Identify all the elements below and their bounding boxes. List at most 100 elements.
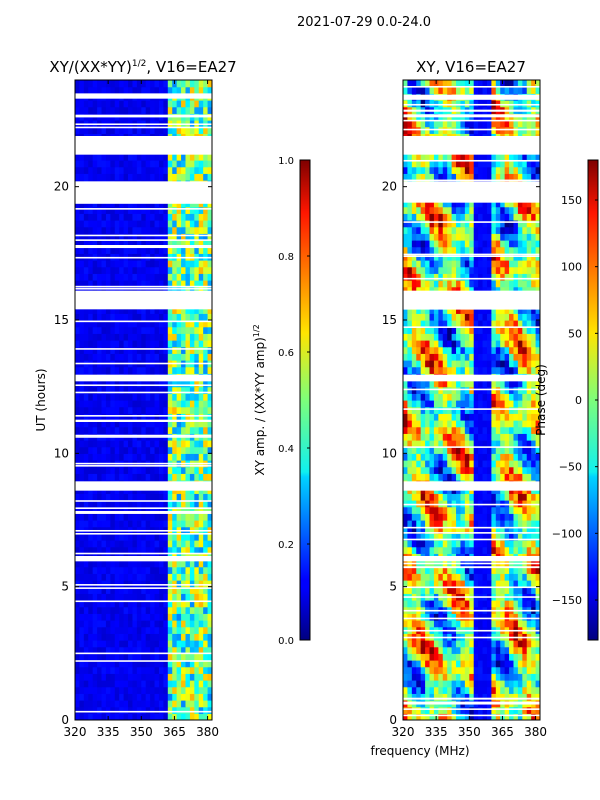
- heatmap-cell: [203, 420, 209, 428]
- heatmap-cell: [92, 273, 98, 281]
- heatmap-cell: [464, 666, 470, 674]
- heatmap-cell: [181, 560, 187, 568]
- heatmap-cell: [163, 280, 169, 288]
- heatmap-cell: [185, 633, 191, 641]
- heatmap-cell: [136, 386, 142, 394]
- heatmap-cell: [429, 680, 435, 688]
- heatmap-cell: [491, 406, 497, 414]
- heatmap-cell: [119, 80, 125, 88]
- heatmap-cell: [136, 153, 142, 161]
- heatmap-cell: [79, 573, 85, 581]
- heatmap-cell: [531, 526, 537, 534]
- heatmap-cell: [110, 713, 116, 720]
- heatmap-cell: [181, 266, 187, 274]
- heatmap-cell: [97, 280, 103, 288]
- heatmap-cell: [526, 473, 532, 481]
- heatmap-cell: [97, 206, 103, 214]
- heatmap-cell: [198, 233, 204, 241]
- heatmap-cell: [119, 86, 125, 94]
- heatmap-cell: [145, 546, 151, 554]
- heatmap-cell: [460, 566, 466, 574]
- heatmap-cell: [141, 346, 147, 354]
- heatmap-cell: [132, 446, 138, 454]
- heatmap-cell: [464, 460, 470, 468]
- heatmap-cell: [425, 526, 431, 534]
- heatmap-cell: [429, 506, 435, 514]
- heatmap-cell: [194, 306, 200, 314]
- heatmap-cell: [517, 513, 523, 521]
- heatmap-cell: [469, 400, 475, 408]
- heatmap-cell: [513, 420, 519, 428]
- heatmap-cell: [92, 220, 98, 228]
- heatmap-cell: [403, 580, 409, 588]
- heatmap-cell: [504, 460, 510, 468]
- heatmap-cell: [181, 340, 187, 348]
- heatmap-cell: [79, 426, 85, 434]
- heatmap-cell: [504, 646, 510, 654]
- heatmap-cell: [447, 520, 453, 528]
- heatmap-cell: [509, 440, 515, 448]
- heatmap-cell: [403, 360, 409, 368]
- heatmap-cell: [119, 406, 125, 414]
- heatmap-cell: [150, 286, 156, 294]
- heatmap-cell: [123, 600, 129, 608]
- heatmap-cell: [482, 660, 488, 668]
- heatmap-cell: [154, 586, 160, 594]
- heatmap-cell: [495, 520, 501, 528]
- heatmap-cell: [97, 713, 103, 720]
- heatmap-cell: [447, 446, 453, 454]
- heatmap-cell: [535, 406, 540, 414]
- heatmap-cell: [105, 273, 111, 281]
- heatmap-cell: [181, 513, 187, 521]
- heatmap-cell: [189, 533, 195, 541]
- heatmap-cell: [403, 706, 409, 714]
- heatmap-cell: [491, 313, 497, 321]
- heatmap-cell: [83, 600, 89, 608]
- heatmap-cell: [203, 506, 209, 514]
- heatmap-cell: [167, 166, 173, 174]
- heatmap-cell: [522, 680, 528, 688]
- heatmap-cell: [517, 460, 523, 468]
- heatmap-cell: [451, 346, 457, 354]
- heatmap-cell: [469, 386, 475, 394]
- heatmap-cell: [469, 566, 475, 574]
- heatmap-cell: [176, 313, 182, 321]
- heatmap-cell: [92, 160, 98, 168]
- heatmap-cell: [504, 640, 510, 648]
- heatmap-cell: [101, 580, 107, 588]
- heatmap-cell: [531, 333, 537, 341]
- heatmap-cell: [433, 673, 439, 681]
- heatmap-cell: [416, 393, 422, 401]
- heatmap-cell: [181, 626, 187, 634]
- heatmap-cell: [495, 340, 501, 348]
- heatmap-cell: [407, 453, 413, 461]
- heatmap-cell: [128, 586, 134, 594]
- heatmap-cell: [189, 573, 195, 581]
- heatmap-cell: [172, 420, 178, 428]
- heatmap-cell: [119, 646, 125, 654]
- heatmap-cell: [92, 700, 98, 708]
- heatmap-cell: [158, 340, 164, 348]
- heatmap-cell: [504, 566, 510, 574]
- heatmap-cell: [163, 446, 169, 454]
- heatmap-cell: [429, 460, 435, 468]
- heatmap-cell: [181, 666, 187, 674]
- heatmap-cell: [203, 273, 209, 281]
- heatmap-cell: [531, 426, 537, 434]
- heatmap-cell: [522, 686, 528, 694]
- heatmap-cell: [189, 106, 195, 114]
- heatmap-cell: [110, 606, 116, 614]
- heatmap-cell: [145, 500, 151, 508]
- heatmap-cell: [473, 353, 479, 361]
- heatmap-cell: [189, 466, 195, 474]
- heatmap-cell: [504, 426, 510, 434]
- heatmap-cell: [442, 460, 448, 468]
- heatmap-cell: [429, 693, 435, 701]
- heatmap-cell: [176, 633, 182, 641]
- heatmap-cell: [194, 213, 200, 221]
- heatmap-cell: [167, 386, 173, 394]
- heatmap-cell: [83, 626, 89, 634]
- x-tick-label: 365: [163, 725, 186, 739]
- heatmap-cell: [504, 573, 510, 581]
- heatmap-cell: [83, 313, 89, 321]
